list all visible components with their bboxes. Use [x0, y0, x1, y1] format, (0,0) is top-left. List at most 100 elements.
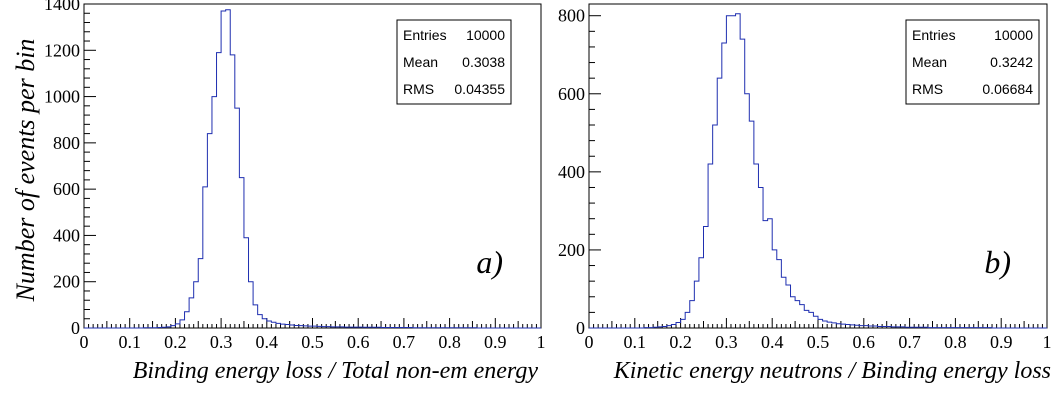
panel-a-histogram: [84, 9, 541, 329]
x-tick-label: 0.5: [301, 332, 324, 352]
stats-rms-value: 0.04355: [454, 81, 505, 97]
histogram-bin: [731, 16, 736, 328]
x-tick-label: 0.1: [624, 332, 647, 352]
y-tick-label: 600: [558, 84, 585, 104]
histogram-bin: [276, 323, 281, 328]
histogram-bin: [768, 219, 773, 328]
histogram-outline: [84, 9, 541, 329]
histogram-bin: [800, 305, 805, 328]
histogram-bin: [671, 324, 676, 328]
x-tick-label: 0.6: [853, 332, 876, 352]
histogram-bin: [285, 325, 290, 328]
histogram-bin: [758, 187, 763, 328]
panel-b-stats-frame: [905, 19, 1040, 105]
histogram-bin: [713, 125, 718, 328]
stats-mean-value: 0.3242: [990, 54, 1033, 70]
x-tick-label: 0.7: [393, 332, 416, 352]
histogram-bin: [813, 316, 818, 328]
panel-a-x-ticks: 0 0.1 0.2 0.3 0.4 0.5 0.6 0.7 0.8 0.9 1: [80, 318, 546, 352]
panel-b-stats-box: Entries 10000 Mean 0.3242 RMS 0.06684: [905, 19, 1040, 105]
histogram-bin: [795, 301, 800, 328]
y-tick-label: 1400: [44, 0, 80, 14]
histogram-bin: [267, 321, 272, 328]
panel-b-x-axis-title: Kinetic energy neutrons / Binding energy…: [613, 358, 1051, 384]
histogram-bin: [841, 324, 846, 328]
histogram-bin: [704, 227, 709, 328]
y-tick-label: 800: [53, 133, 80, 153]
histogram-bin: [809, 312, 814, 328]
panel-b-histogram: [589, 13, 1047, 329]
x-tick-label: 0.4: [761, 332, 784, 352]
y-tick-label: 800: [558, 6, 585, 26]
histogram-bin: [198, 259, 203, 328]
x-tick-label: 0: [585, 332, 594, 352]
y-tick-label: 200: [558, 240, 585, 260]
x-tick-label: 0.4: [256, 332, 279, 352]
x-tick-label: 0.9: [990, 332, 1013, 352]
y-tick-label: 1200: [44, 40, 80, 60]
histogram-bin: [699, 258, 704, 328]
y-tick-label: 600: [53, 179, 80, 199]
y-tick-label: 0: [576, 318, 585, 338]
panel-b-y-ticks: 0 200 400 600 800: [558, 6, 601, 338]
histogram-bin: [203, 187, 208, 328]
histogram-bin: [754, 164, 759, 328]
x-tick-label: 0: [80, 332, 89, 352]
histogram-bin: [717, 78, 722, 328]
y-tick-label: 1000: [44, 87, 80, 107]
histogram-bin: [823, 321, 828, 328]
x-tick-label: 0.6: [347, 332, 370, 352]
histogram-bin: [249, 282, 254, 328]
histogram-bin: [804, 310, 809, 328]
histogram-bin: [685, 312, 690, 328]
histogram-bin: [818, 319, 823, 328]
histogram-bin: [832, 323, 837, 328]
stats-mean-label: Mean: [912, 54, 947, 70]
histogram-bin: [239, 178, 244, 328]
stats-mean-value: 0.3038: [462, 54, 505, 70]
x-tick-label: 0.1: [118, 332, 141, 352]
stats-entries-value: 10000: [994, 27, 1033, 43]
histogram-bin: [781, 277, 786, 328]
stats-rms-value: 0.06684: [982, 81, 1033, 97]
histogram-bin: [212, 97, 217, 328]
x-tick-label: 0.2: [164, 332, 187, 352]
histogram-bin: [736, 14, 741, 328]
histogram-bin: [235, 108, 240, 328]
y-tick-label: 0: [71, 318, 80, 338]
histogram-bin: [281, 324, 286, 328]
histogram-bin: [740, 39, 745, 328]
histogram-bin: [230, 55, 235, 328]
stats-rms-label: RMS: [403, 81, 434, 97]
x-tick-label: 0.2: [669, 332, 692, 352]
histogram-bin: [676, 323, 681, 328]
x-tick-label: 0.8: [944, 332, 967, 352]
histogram-bin: [185, 312, 190, 328]
y-axis-title: Number of events per bin: [11, 39, 40, 303]
histogram-bin: [772, 250, 777, 328]
histogram-bin: [694, 281, 699, 328]
histogram-bin: [745, 94, 750, 328]
panel-a-label: a): [476, 244, 503, 280]
stats-rms-label: RMS: [912, 81, 943, 97]
panel-a-x-axis-title: Binding energy loss / Total non-em energ…: [133, 358, 539, 384]
histogram-bin: [845, 324, 850, 328]
histogram-bin: [777, 260, 782, 328]
histogram-bin: [726, 16, 731, 328]
y-tick-label: 200: [53, 272, 80, 292]
histogram-bin: [836, 324, 841, 328]
histogram-bin: [786, 285, 791, 328]
histogram-bin: [258, 315, 263, 328]
histogram-bin: [791, 297, 796, 328]
panel-a-stats-box: Entries 10000 Mean 0.3038 RMS 0.04355: [396, 19, 512, 105]
histogram-bin: [217, 53, 222, 328]
x-tick-label: 1: [537, 332, 546, 352]
histogram-bin: [194, 282, 199, 328]
histogram-outline: [589, 13, 1047, 329]
histogram-bin: [207, 134, 212, 328]
histogram-bin: [189, 298, 194, 328]
histogram-bin: [175, 324, 180, 328]
